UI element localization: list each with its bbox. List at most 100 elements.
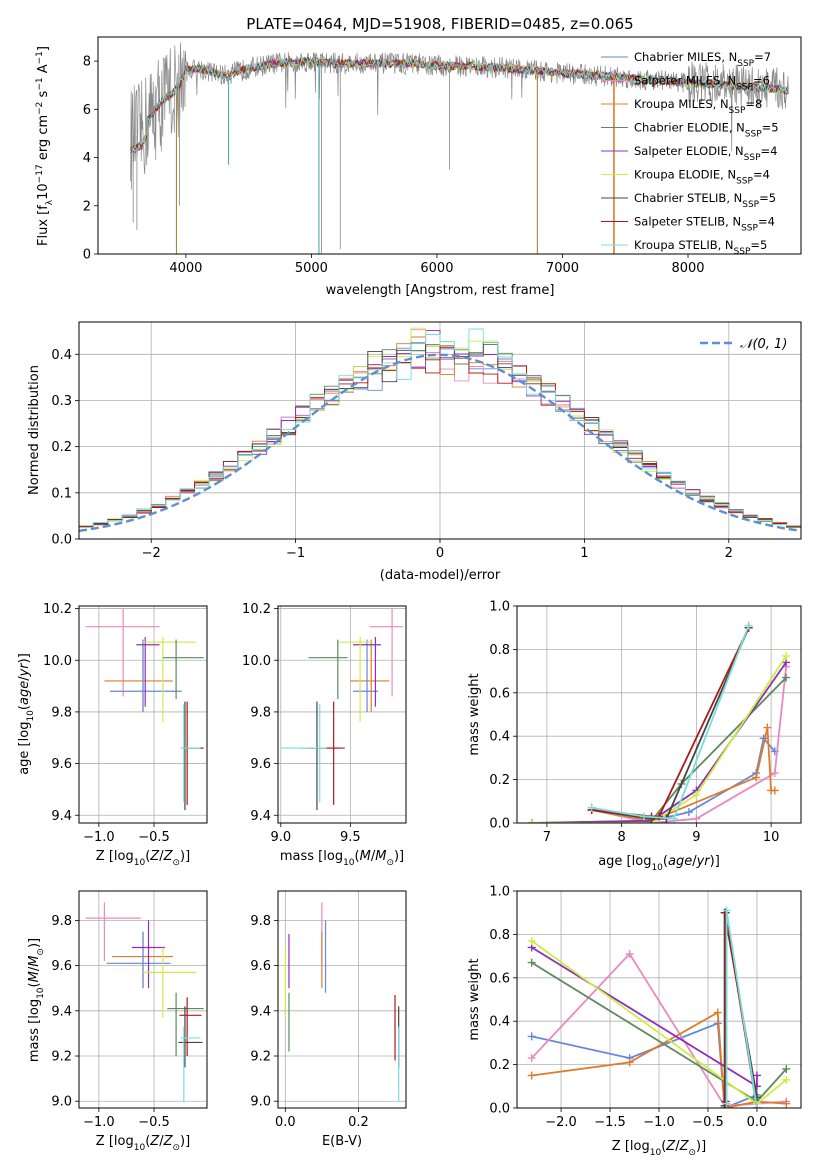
label-part: SSP [741,224,758,234]
label-part: Z [665,1139,676,1154]
weight-line-kroupa_stelib [591,625,750,820]
label-part: ( [355,849,360,864]
y-tick-label: 0 [83,248,91,263]
label-part: ( [27,982,42,987]
legend-label-kroupa_miles: Kroupa MILES, NSSP=8 [634,97,762,116]
label-part: Kroupa MILES, N [634,97,729,111]
weight-marker-salpeter_miles [770,769,779,778]
weight-marker-kroupa_stelib [744,621,753,630]
age_vs_z-axes: −1.0 −0.59.49.69.810.010.2Z [log10(Z/Z⊙)]… [17,602,208,868]
weight_vs_z-plot-area [527,906,791,1108]
label-part: M [27,971,42,982]
weight-marker-chabrier_elodie [527,958,536,967]
label-part: 10 [36,183,51,200]
label-part: log [17,722,32,742]
y-tick-label: 0.6 [489,686,510,701]
mass_vs_ebv-frame [277,890,407,1109]
weight-marker-kroupa_stelib [722,1099,731,1108]
label-part: )] [17,653,32,663]
label-part: log [323,849,343,864]
x-tick-label: 0.0 [275,1115,296,1130]
weight-line-kroupa_elodie [531,655,787,823]
weight-line-salpeter_stelib [591,627,750,818]
weight-line-kroupa_miles [531,1011,787,1108]
label-part: Z [149,849,160,864]
label-part: =8 [745,97,762,111]
histogram-salpeter_stelib [79,345,801,528]
y-tick-label: 9.6 [51,959,72,974]
residuals-x-label: (data-model)/error [380,568,501,583]
label-part: 10 [26,710,36,722]
label-part: / [27,966,42,971]
label-part: A [36,64,51,77]
y-tick-label: 0.8 [489,928,510,943]
normal-curve [79,353,801,533]
weight-marker-kroupa_elodie [527,936,536,945]
label-part: ( [661,1139,666,1154]
label-part: SSP [742,200,759,210]
y-tick-label: 8 [83,55,91,70]
x-tick-label: −0.5 [692,1115,724,1130]
label-part: log [114,849,134,864]
label-part: Chabrier ELODIE, N [634,121,745,135]
weight_vs_age-y-label: mass weight [467,673,482,755]
weight-line-kroupa_miles [591,727,775,822]
mass_vs_ebv-plot-area [284,902,400,1102]
weight-marker-kroupa_miles [782,1099,791,1108]
y-tick-label: 9.0 [250,1095,271,1110]
x-tick-label: −0.5 [138,1115,170,1130]
weight-line-salpeter_elodie [531,946,758,1088]
y-tick-label: 9.4 [51,809,72,824]
label-part: =5 [750,238,767,252]
y-tick-label: 9.8 [51,914,72,929]
label-part: =5 [759,191,776,205]
x-tick-label: 9 [692,830,700,845]
age_vs_mass-plot-area [280,608,404,811]
weight-marker-kroupa_miles [625,1058,634,1067]
y-tick-label: 10.2 [43,602,72,617]
label-part: / [159,1134,164,1149]
label-part: ( [663,854,668,869]
y-tick-label: 0.0 [489,817,510,832]
spectrum-x-label: wavelength [Angstrom, rest frame] [326,283,555,298]
weight-marker-kroupa_elodie [692,790,701,799]
x-tick-label: 0.2 [348,1115,369,1130]
y-tick-label: 0.2 [489,1058,510,1073]
weight-line-kroupa_stelib [725,910,758,1108]
spectrum-axes: 4000 5000 6000 7000 8000 0 2 4 6 8 Flux [fλ10−17 e… [35,36,802,298]
label-part: / [159,849,164,864]
weight-marker-kroupa_elodie [782,651,791,660]
label-part: Z [ [612,1139,630,1154]
weight-marker-kroupa_stelib [752,1104,761,1108]
weight-marker-kroupa_elodie [527,819,536,823]
x-tick-label: 7 [543,830,551,845]
label-part: SSP [734,247,751,257]
legend-label-salpeter_stelib: Salpeter STELIB, NSSP=4 [634,215,775,234]
y-tick-label: 9.2 [250,1050,271,1065]
label-part: 10 [651,863,663,873]
label-part: Flux [f [36,205,51,246]
label-part: age [668,854,692,869]
label-part: −1 [35,51,45,64]
weight-marker-chabrier_elodie [782,673,791,682]
y-tick-label: 9.2 [51,1050,72,1065]
label-part: age [17,681,32,705]
x-tick-label: 9.0 [270,830,291,845]
residuals-frame [78,321,802,540]
x-tick-label: 0 [436,546,444,561]
label-part: ⊙ [386,858,394,868]
legend-label-salpeter_miles: Salpeter MILES, NSSP=6 [634,74,770,93]
label-part: age [ [598,854,631,869]
y-tick-label: 0.2 [489,773,510,788]
x-tick-label: 5000 [295,261,328,276]
label-part: −2 [35,102,45,115]
model-spectrum-kroupa_stelib [130,55,789,155]
label-part: SSP [729,106,746,116]
mass_vs_z-x-label: Z [log10(Z/Z⊙)] [96,1134,190,1153]
weight-marker-kroupa_miles [752,773,761,782]
x-tick-label: 4000 [169,261,202,276]
label-part: =4 [761,144,778,158]
histogram-kroupa_stelib [79,328,801,528]
